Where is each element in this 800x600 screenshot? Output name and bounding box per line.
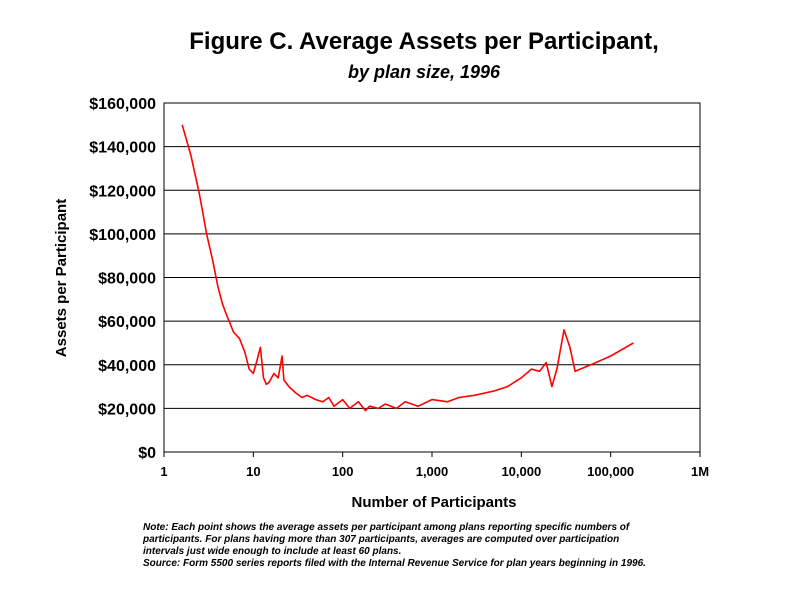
chart-title: Figure C. Average Assets per Participant… [189,28,659,55]
y-axis: $0 $20,000 $40,000 $60,000 $80,000 $100,000 $1… [89,96,156,462]
chart-subtitle: by plan size, 1996 [347,62,501,82]
y-tick-label: $120,000 [89,183,156,200]
x-tick-label: 1,000 [416,464,449,479]
x-tick-label: 100,000 [587,464,634,479]
y-tick-label: $20,000 [98,401,156,418]
y-axis-label: Assets per Participant [53,199,70,357]
note-line: Source: Form 5500 series reports filed w… [143,558,646,569]
y-tick-label: $140,000 [89,140,156,157]
y-tick-label: $100,000 [89,227,156,244]
note-line: participants. For plans having more than… [143,534,620,545]
chart-note: Note: Each point shows the average asset… [143,522,743,570]
note-line: intervals just wide enough to include at… [143,546,402,557]
x-tick-label: 10 [246,464,260,479]
x-tick-label: 1 [160,464,167,479]
x-tick-label: 100 [332,464,354,479]
y-tick-label: $80,000 [98,271,156,288]
series-line [181,124,634,412]
note-line: Note: Each point shows the average asset… [143,522,630,533]
y-tick-label: $160,000 [89,96,156,113]
gridlines [164,146,700,409]
x-axis-label: Number of Participants [351,494,516,511]
y-tick-label: $40,000 [98,358,156,375]
x-tick-label: 10,000 [501,464,541,479]
x-tick-label: 1M [691,464,709,479]
x-axis: 1 10 100 1,000 10,000 100,000 1M [160,452,709,479]
y-tick-label: $60,000 [98,314,156,331]
data-series [181,124,634,412]
y-tick-label: $0 [138,445,156,462]
